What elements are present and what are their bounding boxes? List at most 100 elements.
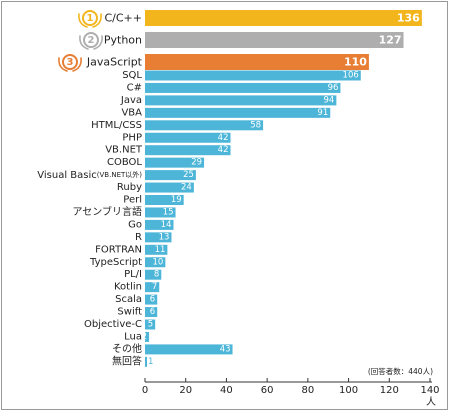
rank-number-2: 2 (88, 35, 95, 46)
category-label-other: その他 (112, 342, 142, 355)
category-note-visual-basic: (VB.NET以外) (97, 170, 142, 179)
category-label-vb-net: VB.NET (105, 145, 143, 156)
bar-swift (145, 307, 158, 318)
category-label-php: PHP (122, 132, 142, 143)
bar-typescript (145, 257, 166, 268)
category-label-objective-c: Objective-C (84, 319, 142, 330)
category-label-fortran: FORTRAN (95, 244, 142, 255)
value-label-perl: 19 (171, 195, 182, 205)
category-label-sql: SQL (122, 70, 142, 81)
x-axis-unit: 人 (426, 396, 436, 408)
category-label-vba: VBA (121, 107, 142, 118)
value-label-kotlin: 7 (152, 282, 157, 292)
value-label-java: 94 (324, 95, 335, 105)
bar-no-answer (145, 356, 148, 367)
bar-sql (145, 70, 361, 81)
category-label-swift: Swift (117, 307, 142, 318)
value-label-html-css: 58 (250, 120, 261, 130)
category-label-pl-i: PL/I (124, 269, 142, 280)
value-label-php: 42 (218, 133, 229, 143)
bar-vb-net (145, 145, 231, 156)
value-label-other: 43 (220, 344, 231, 354)
bar-cobol (145, 157, 205, 168)
value-label-vba: 91 (317, 108, 328, 118)
x-tick-label-100: 100 (339, 385, 358, 396)
value-label-javascript: 110 (344, 56, 367, 69)
category-label-assembly: アセンブリ言語 (73, 205, 143, 218)
value-label-r: 13 (159, 232, 170, 242)
x-axis-ticks: 0 20 40 60 80 100 120 140 (142, 378, 440, 396)
value-label-visual-basic: 25 (183, 170, 194, 180)
value-label-pl-i: 8 (154, 270, 159, 280)
category-label-java: Java (120, 95, 142, 106)
category-label-r: R (135, 232, 142, 243)
rank-medal-2: 2 (79, 32, 103, 50)
bar-pl-i (145, 269, 162, 280)
bar-ruby (145, 182, 194, 193)
value-label-no-answer: 1 (148, 357, 153, 367)
value-label-scala: 6 (150, 295, 155, 305)
category-label-ruby: Ruby (117, 182, 142, 193)
category-label-scala: Scala (115, 294, 142, 305)
bars-layer: 1361271101069694915842422925241915141311… (142, 10, 422, 367)
x-tick-label-20: 20 (179, 385, 192, 396)
bar-fortran (145, 244, 168, 255)
x-tick-label-80: 80 (301, 385, 314, 396)
bar-c-c (145, 10, 422, 26)
x-tick-label-60: 60 (261, 385, 274, 396)
value-label-go: 14 (161, 220, 172, 230)
value-label-sql: 106 (343, 71, 359, 81)
rank-medal-3: 3 (58, 54, 82, 72)
bar-assembly (145, 207, 176, 218)
category-label-visual-basic: Visual Basic(VB.NET以外) (37, 170, 142, 181)
category-label-javascript: JavaScript (86, 56, 143, 69)
bar-objective-c (145, 319, 156, 330)
bar-php (145, 132, 231, 143)
value-label-typescript: 10 (153, 257, 164, 267)
value-label-swift: 6 (150, 307, 155, 317)
value-label-fortran: 11 (155, 245, 166, 255)
bar-perl (145, 195, 184, 205)
value-label-c-c: 136 (397, 12, 420, 25)
x-tick-label-140: 140 (420, 385, 439, 396)
category-label-cobol: COBOL (107, 157, 142, 168)
bar-other (145, 344, 233, 355)
rank-medal-1: 1 (78, 10, 102, 28)
x-tick-label-120: 120 (380, 385, 399, 396)
value-label-assembly: 15 (163, 207, 174, 217)
value-label-ruby: 24 (181, 183, 192, 193)
bar-vba (145, 107, 331, 118)
x-tick-label-0: 0 (142, 385, 148, 396)
value-label-c: 96 (328, 83, 339, 93)
category-label-c: C# (127, 82, 142, 93)
rank-number-3: 3 (67, 57, 74, 68)
respondent-count-note: (回答者数：440人) (368, 366, 433, 376)
bar-c (145, 82, 341, 93)
rank-number-1: 1 (87, 13, 94, 24)
bar-python (145, 32, 404, 48)
bar-html-css (145, 120, 264, 131)
category-label-no-answer: 無回答 (112, 354, 142, 367)
category-label-python: Python (104, 34, 142, 47)
category-label-c-c: C/C++ (104, 12, 142, 25)
category-label-perl: Perl (123, 195, 142, 206)
category-label-lua: Lua (124, 331, 142, 342)
value-label-python: 127 (379, 34, 402, 47)
category-label-typescript: TypeScript (89, 257, 142, 268)
value-label-lua: 2 (142, 332, 147, 342)
category-label-kotlin: Kotlin (114, 282, 142, 293)
category-name-visual-basic: Visual Basic (37, 170, 97, 181)
category-label-html-css: HTML/CSS (91, 120, 142, 131)
bar-kotlin (145, 282, 160, 293)
bar-scala (145, 294, 158, 305)
value-label-objective-c: 5 (148, 320, 153, 330)
bar-javascript (145, 54, 369, 70)
x-tick-label-40: 40 (220, 385, 233, 396)
bar-go (145, 219, 174, 230)
value-label-cobol: 29 (191, 158, 202, 168)
bar-lua (145, 331, 150, 342)
bar-r (145, 232, 172, 243)
value-label-vb-net: 42 (218, 145, 229, 155)
